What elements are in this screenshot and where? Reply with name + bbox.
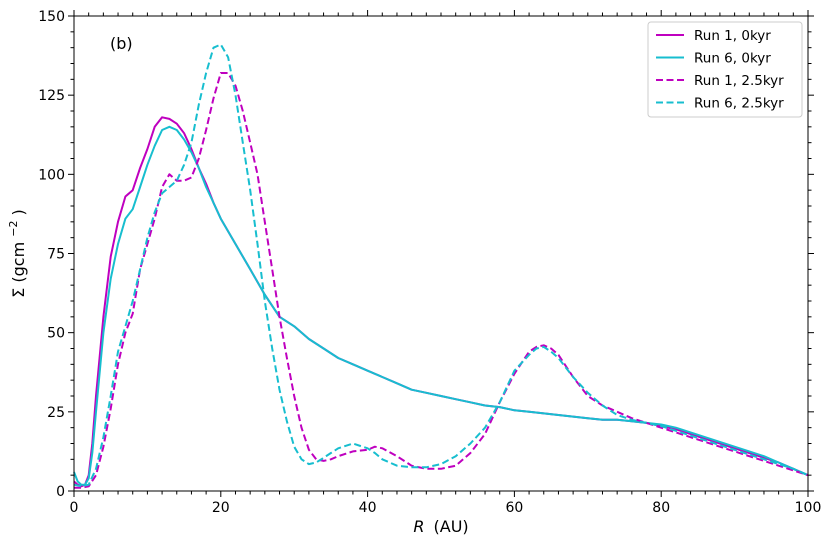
legend-label: Run 1, 2.5kyr: [694, 73, 784, 89]
x-axis-label-var: R: [413, 517, 424, 536]
y-tick-label: 125: [38, 88, 65, 104]
x-tick-label: 40: [359, 500, 377, 516]
series-line-4: [73, 43, 809, 488]
series-line-3: [74, 72, 809, 489]
y-axis-label-exp: −2: [7, 221, 20, 237]
legend-label: Run 1, 0kyr: [694, 28, 771, 44]
y-tick-label: 0: [56, 484, 65, 500]
y-tick-label: 25: [47, 405, 65, 421]
panel-label: (b): [110, 34, 133, 53]
legend-label: Run 6, 2.5kyr: [694, 96, 784, 112]
x-tick-label: 80: [652, 500, 670, 516]
legend: Run 1, 0kyr Run 6, 0kyr Run 1, 2.5kyr Run 6…: [647, 21, 803, 118]
series-line-1: [73, 116, 809, 488]
legend-label: Run 6, 0kyr: [694, 51, 771, 67]
y-tick-label: 50: [47, 326, 65, 342]
y-axis-label-close: ): [9, 209, 28, 215]
x-tick-label: 100: [795, 500, 822, 516]
x-axis-label: R (AU): [413, 517, 468, 536]
legend-box: [647, 21, 803, 118]
series-line-2: [73, 125, 809, 486]
x-tick-label: 0: [70, 500, 79, 516]
y-axis-label-main: Σ (gcm: [9, 242, 28, 298]
x-tick-label: 60: [505, 500, 523, 516]
x-axis-label-unit: (AU): [434, 517, 469, 536]
y-tick-label: 150: [38, 9, 65, 25]
y-axis-label: Σ (gcm −2 ): [2, 209, 28, 298]
y-tick-label: 100: [38, 167, 65, 183]
axes-ticks: 0 20 40 60 80 100 0 25 50 75 100 125 150: [38, 9, 821, 516]
series-group: [73, 43, 809, 489]
x-tick-label: 20: [212, 500, 230, 516]
y-tick-label: 75: [47, 247, 65, 263]
